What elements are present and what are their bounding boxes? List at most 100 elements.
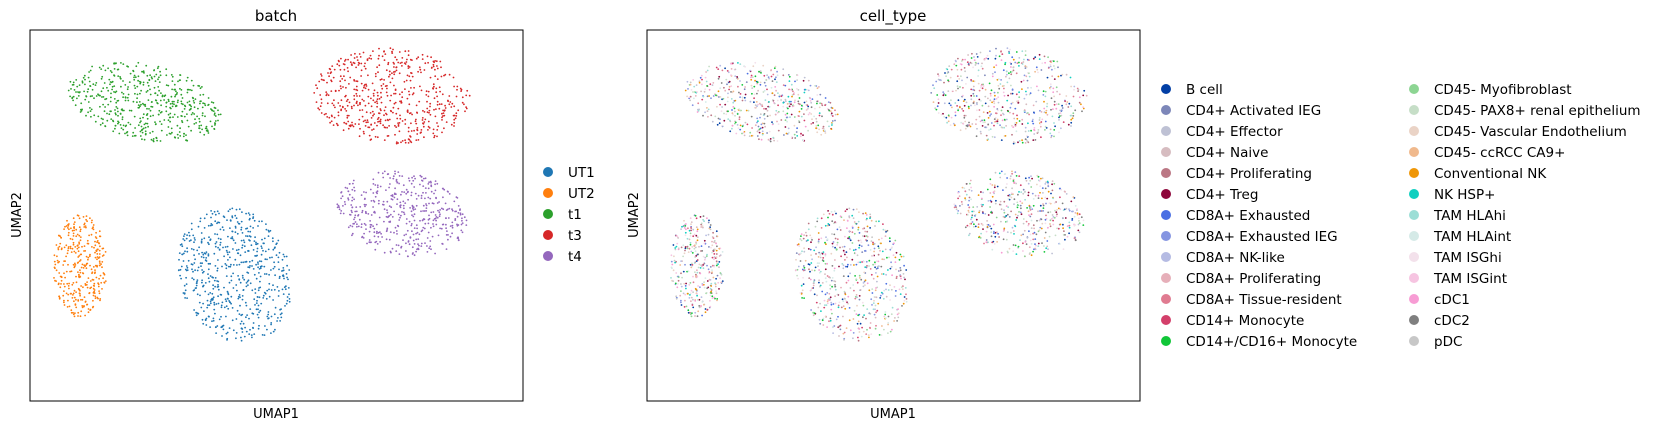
batch-point xyxy=(419,68,422,71)
cell-type-point xyxy=(1037,71,1039,74)
batch-point xyxy=(188,234,191,237)
cell-type-point xyxy=(954,114,957,117)
batch-point xyxy=(380,232,382,235)
cell-type-point xyxy=(1065,193,1068,195)
batch-point xyxy=(358,218,361,221)
cell-type-point xyxy=(996,185,999,188)
cell-type-point xyxy=(826,292,829,294)
cell-type-point xyxy=(878,220,880,223)
batch-point xyxy=(393,210,395,213)
cell-type-point xyxy=(726,70,729,72)
batch-point xyxy=(412,215,415,218)
batch-point xyxy=(246,314,249,316)
batch-point xyxy=(436,182,439,185)
cell-type-point xyxy=(887,322,890,324)
batch-point xyxy=(260,260,263,263)
cell-type-point xyxy=(872,243,874,246)
cell-type-point xyxy=(819,322,822,325)
cell-type-point xyxy=(715,277,717,280)
cell-type-point xyxy=(961,108,963,110)
batch-point xyxy=(273,313,276,316)
cell-type-point xyxy=(1018,61,1020,64)
batch-point xyxy=(228,251,231,254)
cell-type-point xyxy=(734,114,736,117)
batch-point xyxy=(426,245,428,247)
cell-type-point xyxy=(824,254,827,257)
batch-point xyxy=(254,304,256,306)
cell-type-point xyxy=(1017,245,1020,248)
cell-type-point xyxy=(824,277,827,280)
batch-point xyxy=(94,264,97,267)
cell-type-point xyxy=(937,73,939,75)
cell-type-point xyxy=(725,113,728,116)
cell-type-point xyxy=(694,250,697,253)
cell-type-point xyxy=(699,286,701,289)
batch-point xyxy=(81,306,84,309)
cell-type-point xyxy=(944,94,947,97)
batch-point xyxy=(156,139,159,142)
batch-point xyxy=(141,70,143,73)
batch-point xyxy=(101,75,104,78)
cell-type-point xyxy=(700,245,703,248)
batch-point xyxy=(398,51,401,53)
cell-type-point xyxy=(977,226,980,229)
cell-type-point xyxy=(821,115,823,118)
batch-point xyxy=(150,76,153,79)
cell-type-point xyxy=(901,305,903,307)
cell-type-point xyxy=(837,315,839,318)
cell-type-point xyxy=(715,230,718,233)
cell-type-series-nk-hsp xyxy=(674,52,1072,322)
cell-type-point xyxy=(763,74,766,77)
batch-point xyxy=(465,94,468,97)
cell-type-point xyxy=(898,258,901,261)
batch-point xyxy=(372,178,375,181)
cell-type-point xyxy=(1018,175,1021,178)
cell-type-point xyxy=(1051,180,1054,183)
batch-point xyxy=(256,313,259,316)
batch-point xyxy=(411,246,414,249)
cell-type-point xyxy=(1017,141,1019,144)
batch-point xyxy=(394,133,396,136)
batch-point xyxy=(433,108,435,111)
cell-type-point xyxy=(863,235,866,238)
batch-point xyxy=(445,217,447,220)
batch-point xyxy=(404,63,407,65)
cell-type-point xyxy=(885,282,888,285)
cell-type-point xyxy=(831,265,834,267)
cell-type-point xyxy=(695,242,698,245)
cell-type-point xyxy=(1035,233,1038,236)
batch-point xyxy=(209,300,212,303)
cell-type-point xyxy=(966,61,969,64)
batch-point xyxy=(399,204,402,207)
batch-point xyxy=(424,177,427,180)
batch-point xyxy=(235,284,238,286)
cell-type-point xyxy=(957,87,959,90)
batch-point xyxy=(446,230,448,233)
batch-point xyxy=(258,311,260,314)
batch-point xyxy=(442,208,445,211)
cell-type-point xyxy=(872,277,875,280)
cell-type-point xyxy=(978,89,981,92)
cell-type-point xyxy=(878,334,881,336)
cell-type-point xyxy=(787,107,789,110)
batch-point xyxy=(378,47,380,50)
batch-point xyxy=(370,214,373,216)
cell-type-point xyxy=(870,219,873,222)
cell-type-point xyxy=(737,127,740,129)
cell-type-point xyxy=(1011,124,1013,127)
batch-point xyxy=(95,82,98,84)
cell-type-point xyxy=(970,104,972,107)
batch-point xyxy=(346,104,349,107)
cell-type-point xyxy=(1015,93,1018,96)
batch-point xyxy=(377,71,379,74)
batch-point xyxy=(80,266,83,269)
cell-type-point xyxy=(862,212,864,215)
batch-point xyxy=(53,266,56,269)
batch-point xyxy=(169,112,172,115)
cell-type-point xyxy=(825,280,828,283)
batch-point xyxy=(426,111,429,114)
cell-type-point xyxy=(848,236,851,238)
batch-point xyxy=(413,86,415,89)
batch-point xyxy=(348,83,350,85)
batch-point xyxy=(412,206,415,209)
